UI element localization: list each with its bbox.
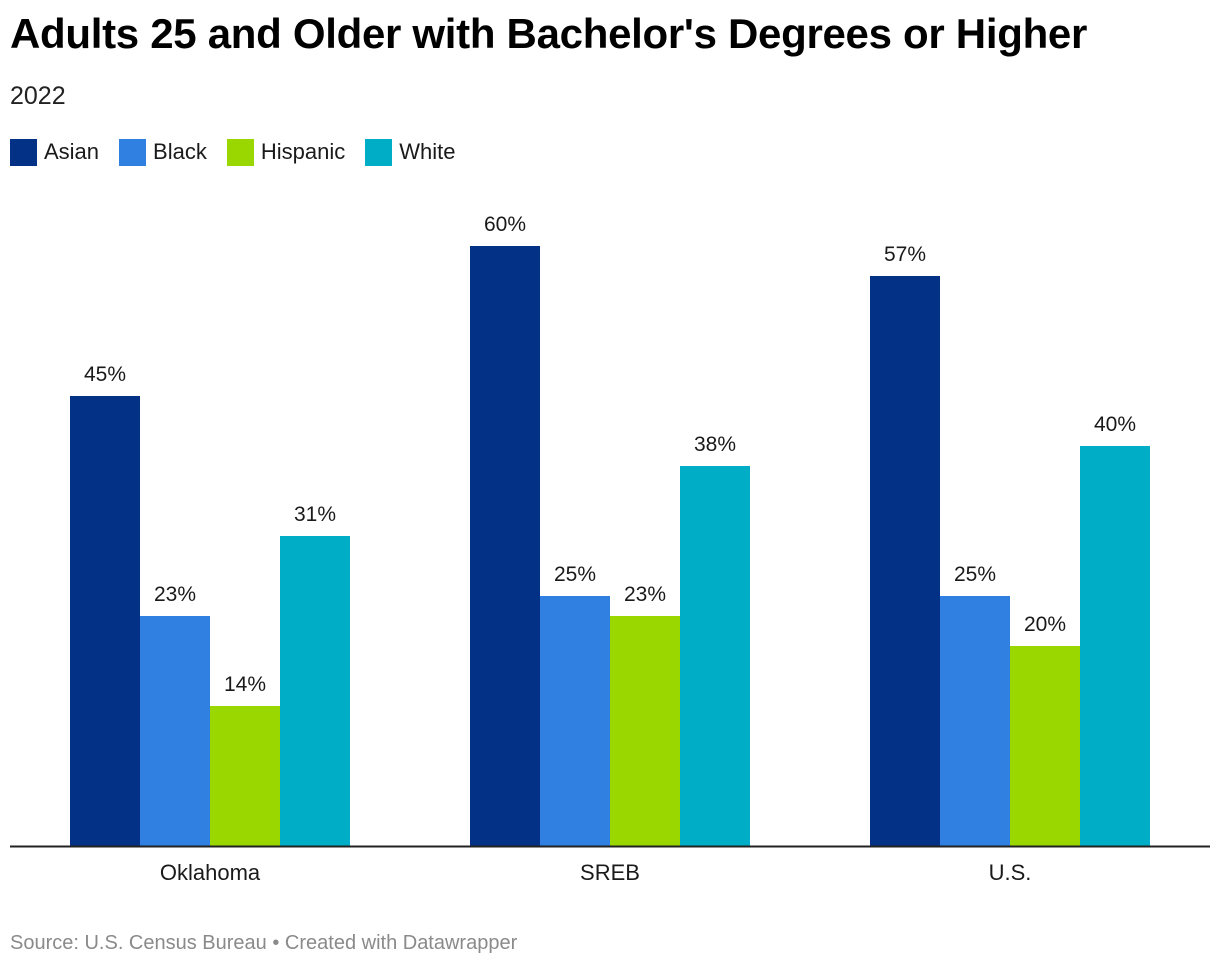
legend: Asian Black Hispanic White — [10, 138, 475, 166]
bar-u-s-black — [940, 596, 1010, 846]
data-label-oklahoma-asian: 45% — [84, 363, 126, 386]
legend-swatch-asian — [10, 138, 37, 166]
data-label-u-s-asian: 57% — [884, 243, 926, 266]
data-label-sreb-white: 38% — [694, 433, 736, 456]
data-label-u-s-black: 25% — [954, 563, 996, 586]
data-label-oklahoma-hispanic: 14% — [224, 673, 266, 696]
bar-oklahoma-asian — [70, 396, 140, 846]
data-label-sreb-hispanic: 23% — [624, 583, 666, 606]
bar-sreb-black — [540, 596, 610, 846]
data-label-sreb-asian: 60% — [484, 213, 526, 236]
legend-item-asian: Asian — [10, 138, 100, 166]
data-label-u-s-hispanic: 20% — [1024, 613, 1066, 636]
data-label-u-s-white: 40% — [1094, 413, 1136, 436]
legend-item-white: White — [365, 138, 456, 166]
data-label-oklahoma-black: 23% — [154, 583, 196, 606]
category-label-u-s: U.S. — [989, 860, 1032, 885]
category-label-sreb: SREB — [580, 860, 640, 885]
chart-subtitle: 2022 — [10, 82, 66, 110]
category-label-oklahoma: Oklahoma — [160, 860, 261, 885]
bar-oklahoma-white — [280, 536, 350, 846]
data-label-sreb-black: 25% — [554, 563, 596, 586]
legend-label-white: White — [399, 139, 456, 164]
bar-oklahoma-hispanic — [210, 706, 280, 846]
chart-title: Adults 25 and Older with Bachelor's Degr… — [10, 10, 1088, 57]
bar-sreb-hispanic — [610, 616, 680, 846]
legend-swatch-hispanic — [226, 138, 254, 166]
bar-u-s-white — [1080, 446, 1150, 846]
legend-label-asian: Asian — [44, 139, 100, 164]
bar-sreb-white — [680, 466, 750, 846]
bar-oklahoma-black — [140, 616, 210, 846]
legend-label-black: Black — [153, 139, 207, 164]
bar-u-s-asian — [870, 276, 940, 846]
data-label-oklahoma-white: 31% — [294, 503, 336, 526]
bar-u-s-hispanic — [1010, 646, 1080, 846]
legend-item-hispanic: Hispanic — [226, 138, 346, 166]
legend-label-hispanic: Hispanic — [260, 139, 346, 164]
legend-swatch-black — [119, 138, 147, 166]
bar-chart: 45% 23% 14% 31% Oklahoma 60% 25% 23% 38% SREB 57% 2… — [10, 213, 1210, 885]
source-note: Source: U.S. Census Bureau • Created wit… — [10, 932, 518, 954]
bar-sreb-asian — [470, 246, 540, 846]
legend-item-black: Black — [119, 138, 207, 166]
legend-swatch-white — [365, 138, 393, 166]
